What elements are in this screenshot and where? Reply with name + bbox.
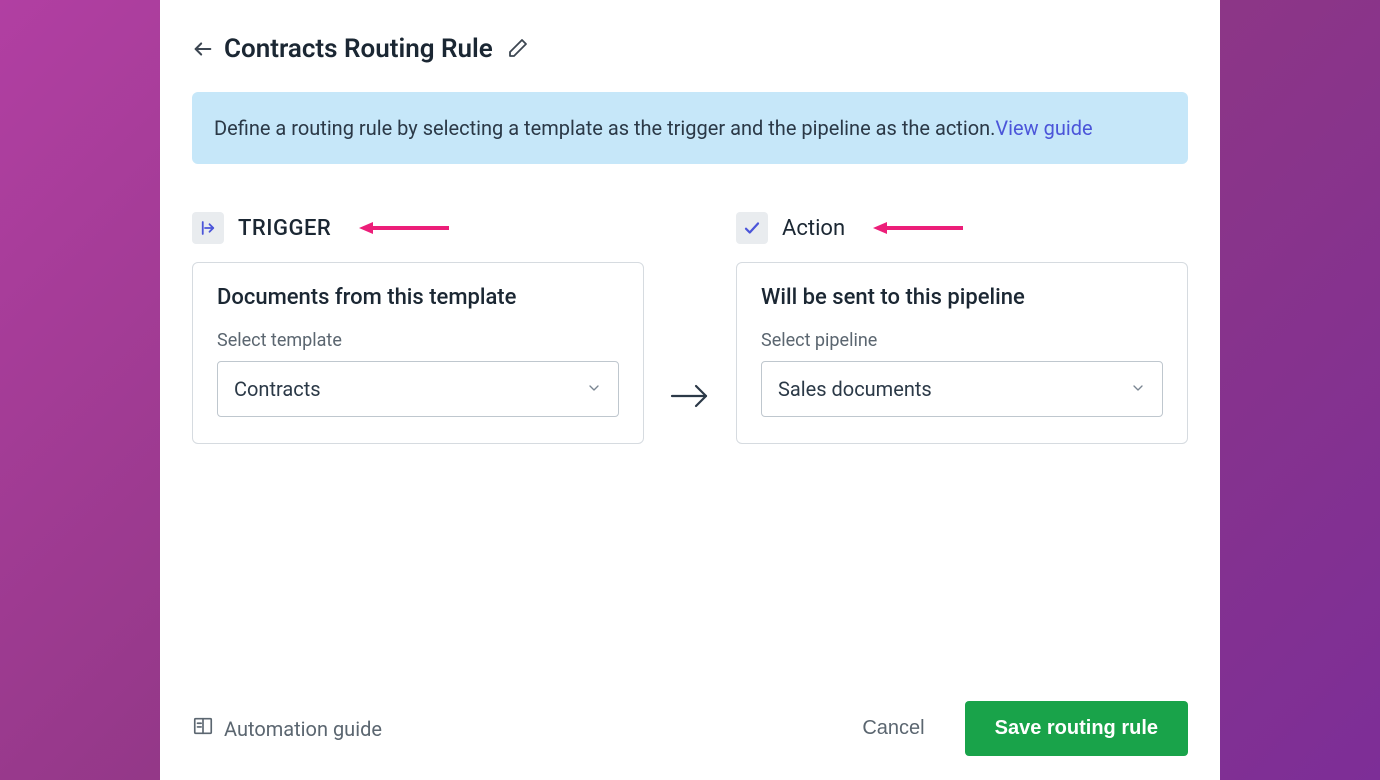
back-arrow-icon[interactable]: [192, 38, 214, 60]
trigger-card-title: Documents from this template: [217, 285, 619, 310]
trigger-column: TRIGGER Documents from this template Sel…: [192, 212, 644, 444]
footer-bar: Automation guide Cancel Save routing rul…: [192, 701, 1188, 756]
footer-actions: Cancel Save routing rule: [862, 701, 1188, 756]
action-section-label: Action: [782, 216, 845, 241]
trigger-section-header: TRIGGER: [192, 212, 644, 244]
routing-rule-panel: Contracts Routing Rule Define a routing …: [160, 0, 1220, 780]
pipeline-select[interactable]: Sales documents: [761, 361, 1163, 417]
guide-book-icon: [192, 715, 214, 742]
chevron-down-icon: [586, 377, 602, 401]
info-banner-link[interactable]: View guide: [995, 116, 1092, 140]
annotation-arrow-icon: [873, 220, 963, 236]
save-routing-rule-button[interactable]: Save routing rule: [965, 701, 1188, 756]
chevron-down-icon: [1130, 377, 1146, 401]
cancel-button[interactable]: Cancel: [862, 717, 924, 740]
action-section-header: Action: [736, 212, 1188, 244]
template-select[interactable]: Contracts: [217, 361, 619, 417]
page-title: Contracts Routing Rule: [224, 34, 493, 64]
trigger-icon: [192, 212, 224, 244]
annotation-arrow-icon: [359, 220, 449, 236]
arrow-right-icon: [668, 382, 712, 410]
action-icon: [736, 212, 768, 244]
trigger-action-columns: TRIGGER Documents from this template Sel…: [192, 212, 1188, 444]
action-column: Action Will be sent to this pipeline Sel…: [736, 212, 1188, 444]
connector-arrow: [644, 212, 736, 410]
trigger-field-label: Select template: [217, 330, 619, 351]
action-card: Will be sent to this pipeline Select pip…: [736, 262, 1188, 444]
info-banner: Define a routing rule by selecting a tem…: [192, 92, 1188, 164]
action-field-label: Select pipeline: [761, 330, 1163, 351]
header-row: Contracts Routing Rule: [192, 34, 1188, 64]
edit-pencil-icon[interactable]: [505, 37, 529, 61]
automation-guide-link[interactable]: Automation guide: [192, 715, 382, 742]
action-card-title: Will be sent to this pipeline: [761, 285, 1163, 310]
trigger-section-label: TRIGGER: [238, 216, 331, 241]
automation-guide-label: Automation guide: [224, 717, 382, 741]
info-banner-text: Define a routing rule by selecting a tem…: [214, 116, 995, 140]
pipeline-select-value: Sales documents: [778, 377, 932, 401]
template-select-value: Contracts: [234, 377, 321, 401]
trigger-card: Documents from this template Select temp…: [192, 262, 644, 444]
